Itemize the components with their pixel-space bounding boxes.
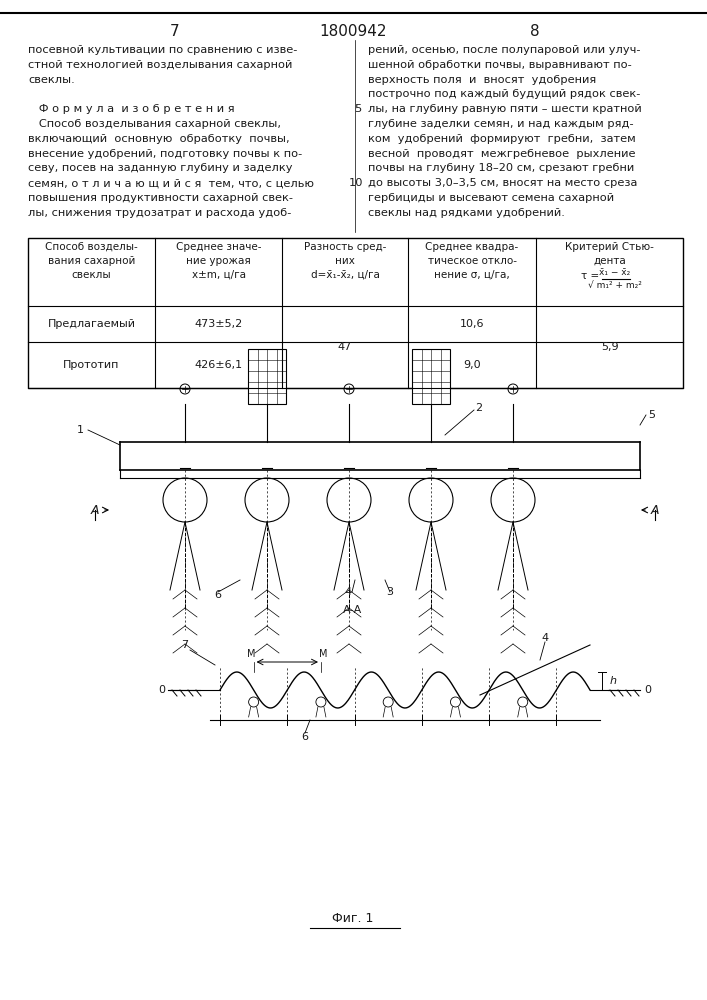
Text: нение σ, ц/га,: нение σ, ц/га, <box>434 270 510 280</box>
Text: А-А: А-А <box>344 605 363 615</box>
Text: глубине заделки семян, и над каждым ряд-: глубине заделки семян, и над каждым ряд- <box>368 119 633 129</box>
Text: севу, посев на заданную глубину и заделку: севу, посев на заданную глубину и заделк… <box>28 163 293 173</box>
Text: 2: 2 <box>475 403 482 413</box>
Text: M: M <box>319 649 327 659</box>
Text: посевной культивации по сравнению с изве-: посевной культивации по сравнению с изве… <box>28 45 298 55</box>
Text: Способ возделы-: Способ возделы- <box>45 242 138 252</box>
Text: 4: 4 <box>542 633 549 643</box>
Text: свеклы над рядками удобрений.: свеклы над рядками удобрений. <box>368 208 565 218</box>
Text: τ =: τ = <box>581 271 600 281</box>
Text: 1800942: 1800942 <box>320 24 387 39</box>
Text: свеклы: свеклы <box>71 270 111 280</box>
Text: A: A <box>90 504 99 516</box>
Text: 0: 0 <box>158 685 165 695</box>
Text: лы, на глубину равную пяти – шести кратной: лы, на глубину равную пяти – шести кратн… <box>368 104 642 114</box>
Text: 473±5,2: 473±5,2 <box>194 319 243 329</box>
Text: гербициды и высевают семена сахарной: гербициды и высевают семена сахарной <box>368 193 614 203</box>
Text: стной технологией возделывания сахарной: стной технологией возделывания сахарной <box>28 60 293 70</box>
Text: 9,0: 9,0 <box>463 360 481 370</box>
Text: x±m, ц/га: x±m, ц/га <box>192 270 245 280</box>
Text: дента: дента <box>593 256 626 266</box>
Text: 6: 6 <box>301 732 308 742</box>
Text: √ m₁² + m₂²: √ m₁² + m₂² <box>588 281 641 290</box>
Text: Прототип: Прототип <box>64 360 119 370</box>
Text: h: h <box>610 676 617 686</box>
Text: 5,9: 5,9 <box>601 342 619 352</box>
Bar <box>248 349 286 404</box>
Text: 6: 6 <box>214 590 221 600</box>
Text: них: них <box>335 256 355 266</box>
Text: Критерий Стью-: Критерий Стью- <box>565 242 654 252</box>
Text: 7: 7 <box>182 640 189 650</box>
Text: лы, снижения трудозатрат и расхода удоб-: лы, снижения трудозатрат и расхода удоб- <box>28 208 291 218</box>
Text: 10,6: 10,6 <box>460 319 484 329</box>
Text: d=x̄₁-x̄₂, ц/га: d=x̄₁-x̄₂, ц/га <box>310 270 380 280</box>
Text: включающий  основную  обработку  почвы,: включающий основную обработку почвы, <box>28 134 290 144</box>
Text: семян, о т л и ч а ю щ и й с я  тем, что, с целью: семян, о т л и ч а ю щ и й с я тем, что,… <box>28 178 314 188</box>
Text: 1: 1 <box>76 425 83 435</box>
Text: 8: 8 <box>530 24 540 39</box>
Text: ком  удобрений  формируют  гребни,  затем: ком удобрений формируют гребни, затем <box>368 134 636 144</box>
Text: 7: 7 <box>170 24 180 39</box>
Text: повышения продуктивности сахарной свек-: повышения продуктивности сахарной свек- <box>28 193 293 203</box>
Text: весной  проводят  межгребневое  рыхление: весной проводят межгребневое рыхление <box>368 149 636 159</box>
Text: Ф о р м у л а  и з о б р е т е н и я: Ф о р м у л а и з о б р е т е н и я <box>28 104 235 114</box>
Text: 4: 4 <box>344 587 351 597</box>
Text: до высоты 3,0–3,5 см, вносят на место среза: до высоты 3,0–3,5 см, вносят на место ср… <box>368 178 638 188</box>
Text: 5: 5 <box>354 104 361 114</box>
Text: x̄₁ − x̄₂: x̄₁ − x̄₂ <box>599 268 630 277</box>
Text: построчно под каждый будущий рядок свек-: построчно под каждый будущий рядок свек- <box>368 89 641 99</box>
Text: Предлагаемый: Предлагаемый <box>47 319 136 329</box>
Text: 3: 3 <box>387 587 394 597</box>
Text: вания сахарной: вания сахарной <box>48 256 135 266</box>
Text: 0: 0 <box>645 685 651 695</box>
Text: M: M <box>247 649 256 659</box>
Text: Среднее значе-: Среднее значе- <box>176 242 262 252</box>
Text: 47: 47 <box>338 342 352 352</box>
Text: почвы на глубину 18–20 см, срезают гребни: почвы на глубину 18–20 см, срезают гребн… <box>368 163 634 173</box>
Text: Среднее квадра-: Среднее квадра- <box>426 242 519 252</box>
Text: верхность поля  и  вносят  удобрения: верхность поля и вносят удобрения <box>368 75 596 85</box>
Text: рений, осенью, после полупаровой или улуч-: рений, осенью, после полупаровой или улу… <box>368 45 641 55</box>
Text: Способ возделывания сахарной свеклы,: Способ возделывания сахарной свеклы, <box>28 119 281 129</box>
Text: Разность сред-: Разность сред- <box>304 242 386 252</box>
Text: тическое откло-: тическое откло- <box>428 256 517 266</box>
Bar <box>28 238 683 388</box>
Text: A: A <box>650 504 659 516</box>
Text: свеклы.: свеклы. <box>28 75 75 85</box>
Text: 5: 5 <box>648 410 655 420</box>
Text: 426±6,1: 426±6,1 <box>194 360 243 370</box>
Bar <box>412 349 450 404</box>
Text: Фиг. 1: Фиг. 1 <box>332 912 374 924</box>
Text: внесение удобрений, подготовку почвы к по-: внесение удобрений, подготовку почвы к п… <box>28 149 303 159</box>
Text: ние урожая: ние урожая <box>186 256 251 266</box>
Text: 10: 10 <box>349 178 363 188</box>
Text: шенной обработки почвы, выравнивают по-: шенной обработки почвы, выравнивают по- <box>368 60 632 70</box>
